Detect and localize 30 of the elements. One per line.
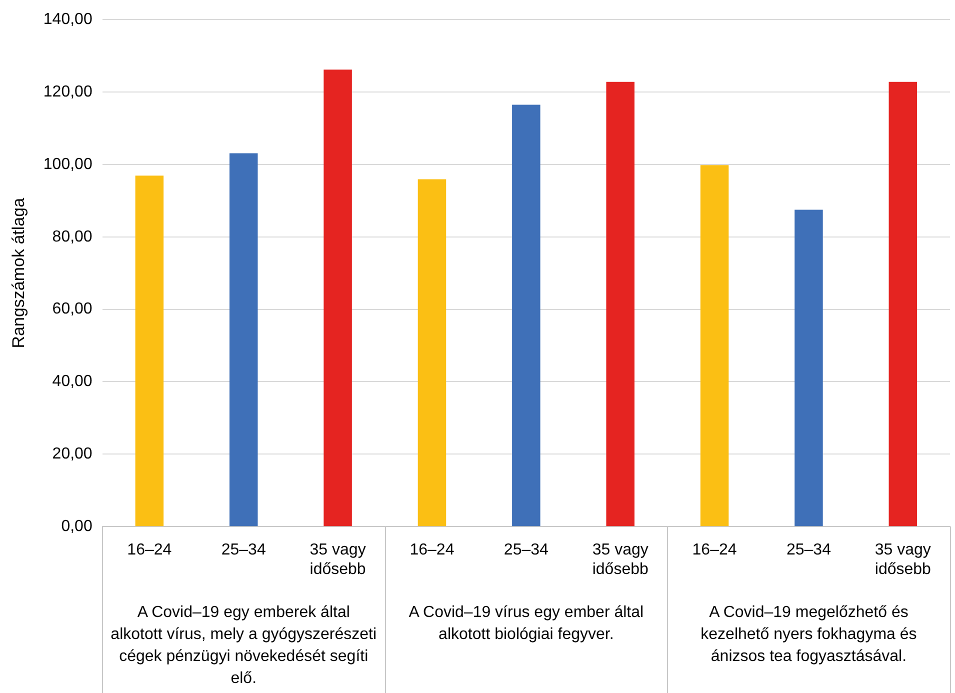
- x-tick-label: 25–34: [504, 542, 549, 559]
- y-tick-label: 40,00: [52, 373, 92, 390]
- x-tick-label: 16–24: [692, 542, 737, 559]
- bar: [888, 82, 918, 526]
- y-tick-label: 80,00: [52, 228, 92, 246]
- bar: [229, 153, 258, 526]
- x-tick-label: 35 vagy idősebb: [874, 542, 932, 578]
- y-tick-label: 0,00: [61, 518, 92, 536]
- bar: [418, 179, 446, 526]
- y-tick-label: 120,00: [43, 83, 92, 100]
- text: A Covid–19 egy emberek által alkotott vírus, mely a gyógyszerészeti cégek pénzügyi növekedését segíti elő.: [110, 604, 377, 688]
- bar: [324, 70, 352, 526]
- y-axis-title: Rangszámok átlaga: [8, 197, 28, 348]
- x-tick-label: 16–24: [127, 542, 172, 559]
- y-tick-label: 20,00: [52, 446, 92, 463]
- bar: [512, 104, 540, 526]
- bar: [794, 210, 823, 526]
- y-tick-label: 100,00: [43, 156, 92, 173]
- x-tick-label: 25–34: [221, 542, 266, 559]
- x-tick-label: 16–24: [410, 542, 454, 559]
- y-tick-label: 140,00: [43, 11, 92, 28]
- y-tick-label: 60,00: [52, 300, 92, 318]
- text: A Covid–19 megelőzhető és kezelhető nyers fokhagyma és ánizsos tea fogyasztásával.: [700, 604, 917, 666]
- bar: [135, 176, 164, 526]
- x-tick-label: 25–34: [786, 542, 832, 559]
- x-tick-label: 35 vagy idősebb: [592, 542, 648, 578]
- text: A Covid–19 vírus egy ember által alkotott biológiai fegyver.: [408, 604, 644, 644]
- bar: [606, 82, 634, 526]
- x-tick-label: 35 vagy idősebb: [310, 542, 366, 578]
- bar: [700, 165, 729, 526]
